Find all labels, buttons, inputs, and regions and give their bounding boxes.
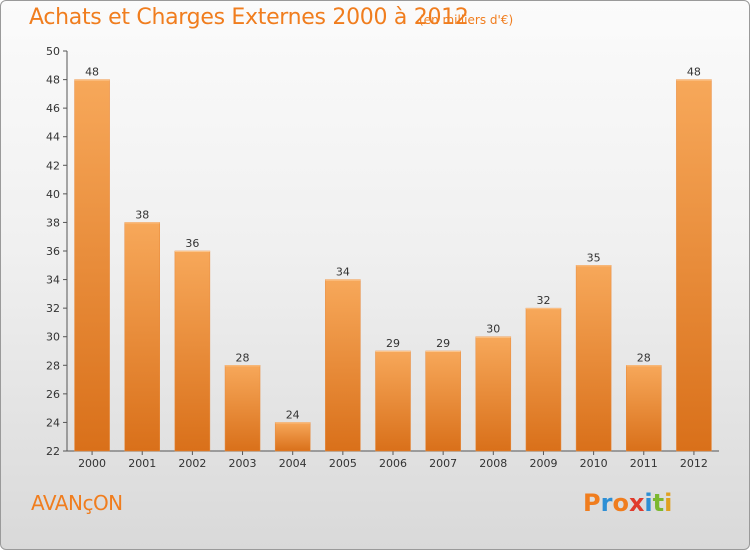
- y-tick-label: 40: [46, 188, 60, 201]
- y-tick-label: 36: [46, 245, 60, 258]
- value-label-2003: 28: [236, 351, 250, 364]
- x-tick-label-2010: 2010: [580, 457, 608, 470]
- value-label-2001: 38: [135, 208, 149, 221]
- value-label-2009: 32: [536, 294, 550, 307]
- value-label-2000: 48: [85, 66, 99, 79]
- logo-letter: i: [644, 489, 653, 517]
- value-label-2005: 34: [336, 266, 350, 279]
- x-tick-label-2003: 2003: [229, 457, 257, 470]
- value-label-2006: 29: [386, 337, 400, 350]
- bar-2009: [525, 307, 562, 452]
- logo-letter: t: [652, 489, 665, 517]
- bars-group: [74, 79, 712, 452]
- x-tick-label-2005: 2005: [329, 457, 357, 470]
- x-tick-label-2000: 2000: [78, 457, 106, 470]
- chart-title: Achats et Charges Externes 2000 à 2012: [29, 5, 469, 30]
- bar-2006: [375, 350, 411, 452]
- y-tick-label: 44: [46, 131, 60, 144]
- y-tick-label: 48: [46, 74, 60, 87]
- y-tick-label: 30: [46, 331, 60, 344]
- value-label-2008: 30: [486, 323, 500, 336]
- y-tick-label: 38: [46, 216, 60, 229]
- value-label-2010: 35: [587, 251, 601, 264]
- value-label-2011: 28: [637, 351, 651, 364]
- y-tick-label: 34: [46, 274, 60, 287]
- bar-2011: [626, 365, 662, 452]
- value-label-2007: 29: [436, 337, 450, 350]
- bar-2000: [74, 79, 110, 452]
- bar-2007: [425, 350, 461, 452]
- bar-2003: [224, 365, 261, 452]
- x-tick-label-2006: 2006: [379, 457, 407, 470]
- y-tick-label: 42: [46, 159, 60, 172]
- y-tick-label: 28: [46, 359, 60, 372]
- x-tick-label-2007: 2007: [429, 457, 457, 470]
- y-tick-label: 22: [46, 445, 60, 458]
- bar-2002: [174, 250, 211, 452]
- y-axis: 22 24 26 28 30 32 34 36 38 40 42 44 46 48 50: [46, 45, 68, 458]
- y-tick-label: 32: [46, 302, 60, 315]
- logo-letter: o: [612, 489, 629, 517]
- x-tick-label-2001: 2001: [128, 457, 156, 470]
- x-tick-label-2011: 2011: [630, 457, 658, 470]
- value-label-2004: 24: [286, 408, 300, 421]
- logo-letter: r: [600, 489, 613, 517]
- bar-2005: [325, 279, 361, 452]
- commune-name: AVANçON: [31, 491, 123, 515]
- chart-subtitle: (en milliers d'€): [419, 13, 514, 27]
- value-label-2012: 48: [687, 66, 701, 79]
- value-labels-group: 48 38 36 28 24 34 29 29 30 32 35 28 48: [85, 66, 701, 422]
- bar-2008: [475, 336, 512, 452]
- value-label-2002: 36: [185, 237, 199, 250]
- y-tick-label: 24: [46, 416, 60, 429]
- x-axis: 2000 2001 2002 2003 2004 2005 2006 2007 2008 2009…: [67, 450, 719, 470]
- bar-2004: [274, 422, 311, 452]
- logo-letter: i: [664, 489, 673, 517]
- logo-letter: P: [583, 489, 601, 517]
- y-tick-label: 50: [46, 45, 60, 58]
- x-tick-label-2002: 2002: [178, 457, 206, 470]
- x-tick-label-2004: 2004: [279, 457, 307, 470]
- x-tick-label-2008: 2008: [479, 457, 507, 470]
- proxiti-logo[interactable]: Proxiti: [583, 489, 672, 517]
- x-tick-label-2009: 2009: [529, 457, 557, 470]
- y-tick-label: 26: [46, 388, 60, 401]
- x-tick-label-2012: 2012: [680, 457, 708, 470]
- bar-2010: [575, 265, 612, 452]
- y-tick-label: 46: [46, 102, 60, 115]
- bar-2001: [124, 222, 160, 452]
- bar-2012: [676, 79, 712, 452]
- logo-letter: x: [628, 489, 645, 517]
